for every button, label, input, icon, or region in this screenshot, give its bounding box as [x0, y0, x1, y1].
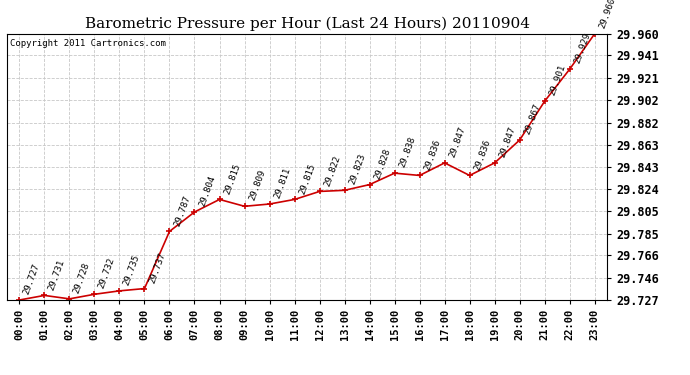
- Text: 29.838: 29.838: [397, 136, 417, 169]
- Text: 29.737: 29.737: [147, 251, 167, 284]
- Text: 29.811: 29.811: [273, 166, 292, 200]
- Text: 29.847: 29.847: [497, 125, 517, 159]
- Text: 29.804: 29.804: [197, 174, 217, 208]
- Text: 29.732: 29.732: [97, 257, 117, 290]
- Text: 29.815: 29.815: [222, 162, 242, 195]
- Text: 29.847: 29.847: [447, 125, 467, 159]
- Text: 29.823: 29.823: [347, 153, 367, 186]
- Text: 29.809: 29.809: [247, 169, 267, 202]
- Text: 29.787: 29.787: [172, 194, 192, 227]
- Text: 29.960: 29.960: [598, 0, 617, 30]
- Title: Barometric Pressure per Hour (Last 24 Hours) 20110904: Barometric Pressure per Hour (Last 24 Ho…: [85, 17, 529, 31]
- Text: Copyright 2011 Cartronics.com: Copyright 2011 Cartronics.com: [10, 39, 166, 48]
- Text: 29.836: 29.836: [422, 138, 442, 171]
- Text: 29.735: 29.735: [122, 253, 141, 287]
- Text: 29.815: 29.815: [297, 162, 317, 195]
- Text: 29.867: 29.867: [522, 102, 542, 136]
- Text: 29.836: 29.836: [473, 138, 492, 171]
- Text: 29.822: 29.822: [322, 154, 342, 187]
- Text: 29.731: 29.731: [47, 258, 67, 291]
- Text: 29.828: 29.828: [373, 147, 392, 180]
- Text: 29.929: 29.929: [573, 32, 592, 65]
- Text: 29.728: 29.728: [72, 261, 92, 295]
- Text: 29.727: 29.727: [22, 262, 41, 296]
- Text: 29.901: 29.901: [547, 64, 567, 97]
